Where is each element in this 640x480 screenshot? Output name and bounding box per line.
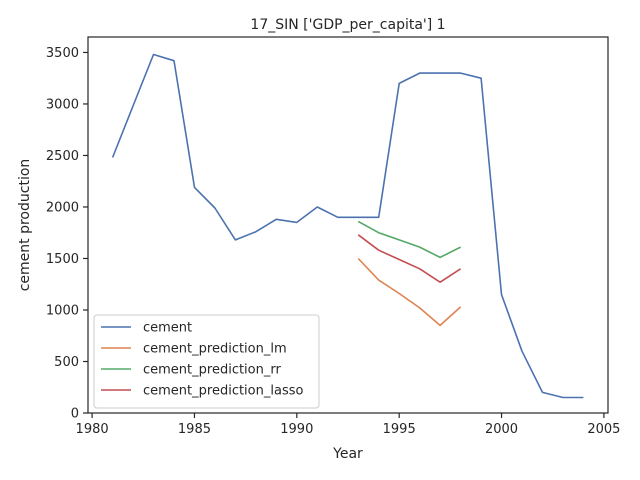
y-tick-label: 2000 bbox=[46, 200, 79, 215]
y-tick-label: 1000 bbox=[46, 303, 79, 318]
y-tick-label: 500 bbox=[54, 355, 79, 370]
series-line-cement-prediction-rr bbox=[357, 220, 461, 259]
legend-items: cement cement_prediction_lm cement_predict… bbox=[101, 321, 303, 399]
y-axis-ticks: 0 500 1000 1500 2000 2500 3000 3500 bbox=[46, 46, 88, 422]
legend: cement cement_prediction_lm cement_predict… bbox=[93, 314, 320, 409]
legend-box bbox=[93, 314, 320, 409]
series-line-cement-prediction-lasso bbox=[357, 234, 462, 284]
x-tick-label: 1995 bbox=[383, 422, 416, 437]
chart-title: 17_SIN ['GDP_per_capita'] 1 bbox=[250, 17, 445, 33]
x-tick-label: 2005 bbox=[587, 422, 620, 437]
x-tick-label: 2000 bbox=[485, 422, 518, 437]
y-tick-label: 3500 bbox=[46, 46, 79, 61]
y-tick-label: 2500 bbox=[46, 149, 79, 164]
legend-label: cement_prediction_lm bbox=[143, 342, 287, 357]
series-line-cement-prediction-lm bbox=[357, 257, 462, 327]
x-axis-ticks: 1980 1985 1990 1995 2000 2005 bbox=[76, 413, 620, 437]
y-tick-label: 1500 bbox=[46, 252, 79, 267]
legend-label: cement bbox=[143, 321, 192, 336]
y-tick-label: 3000 bbox=[46, 97, 79, 112]
x-tick-label: 1980 bbox=[76, 422, 109, 437]
x-axis-label: Year bbox=[332, 446, 363, 462]
legend-label: cement_prediction_lasso bbox=[143, 384, 303, 399]
plot-area bbox=[87, 36, 609, 414]
plot-frame bbox=[87, 36, 609, 414]
series-layer bbox=[111, 53, 584, 399]
x-tick-label: 1985 bbox=[178, 422, 211, 437]
series-line-cement bbox=[111, 53, 584, 399]
x-tick-label: 1990 bbox=[280, 422, 313, 437]
legend-label: cement_prediction_rr bbox=[143, 363, 281, 378]
y-tick-label: 0 bbox=[71, 407, 79, 422]
y-axis-label: cement production bbox=[17, 159, 33, 292]
